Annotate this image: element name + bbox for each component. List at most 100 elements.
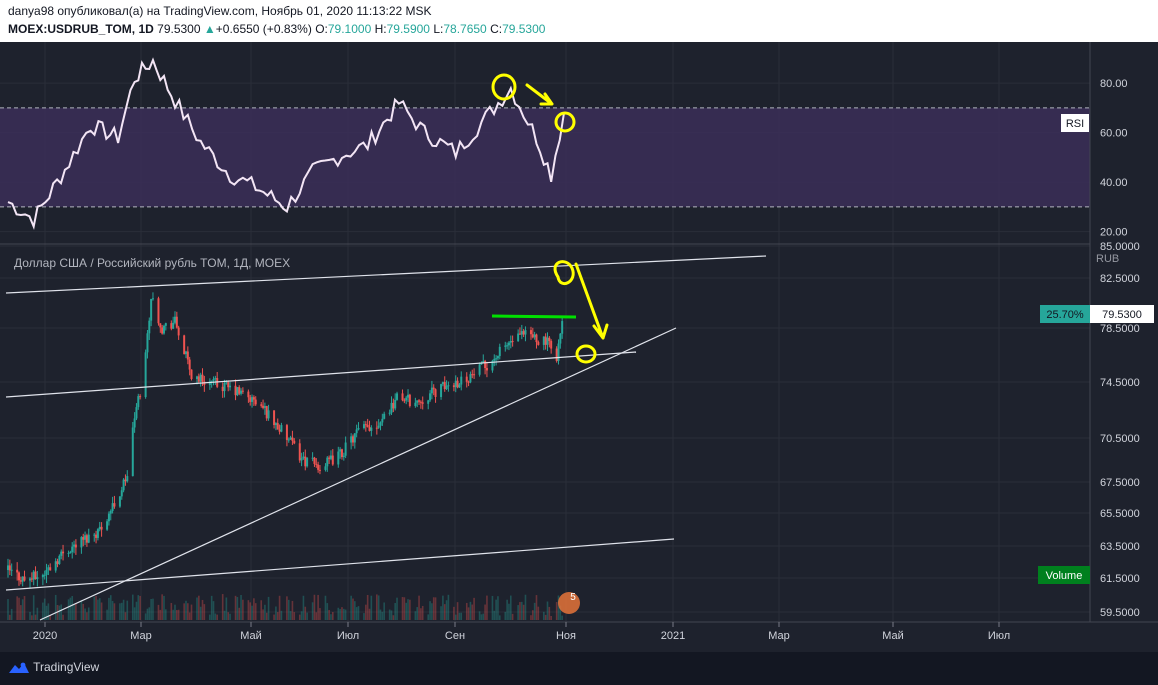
candle-body bbox=[225, 382, 228, 384]
candle-body bbox=[199, 374, 202, 382]
volume-bar bbox=[10, 608, 13, 620]
candle-body bbox=[71, 546, 74, 553]
volume-bar bbox=[190, 604, 193, 620]
volume-badge[interactable]: Volume bbox=[1038, 566, 1090, 584]
symbol-ohlc-row: MOEX:USDRUB_TOM, 1D 79.5300 ▲+0.6550 (+0… bbox=[8, 22, 545, 37]
volume-bar bbox=[18, 597, 20, 620]
candle-body bbox=[118, 496, 121, 507]
candle-body bbox=[234, 385, 237, 396]
volume-bar bbox=[497, 596, 499, 620]
candle-body bbox=[93, 534, 96, 536]
volume-bar bbox=[71, 596, 74, 620]
volume-bar bbox=[324, 595, 327, 620]
volume-bar bbox=[561, 615, 563, 620]
volume-bar bbox=[396, 597, 398, 620]
candle-body bbox=[328, 457, 331, 459]
candle-body bbox=[41, 574, 44, 578]
volume-bar bbox=[84, 608, 86, 620]
candle-body bbox=[377, 425, 380, 428]
rsi-legend-badge[interactable]: RSI bbox=[1061, 114, 1089, 132]
trend-line bbox=[5, 538, 675, 591]
volume-bar bbox=[365, 604, 367, 620]
candle-body bbox=[337, 451, 340, 465]
time-scale[interactable]: 2020 Мар Май Июл Сен Ноя 2021 Мар Май Июл bbox=[33, 622, 1010, 642]
volume-bar bbox=[339, 609, 341, 620]
candle-body bbox=[201, 374, 204, 382]
candle-body bbox=[326, 457, 329, 467]
rsi-tick-label: 60.00 bbox=[1100, 128, 1128, 140]
volume-bar bbox=[247, 600, 250, 620]
candle-body bbox=[122, 479, 125, 491]
volume-bar bbox=[519, 602, 521, 620]
volume-bar bbox=[465, 602, 468, 620]
candle-body bbox=[339, 449, 342, 452]
price-tick-label: 65.5000 bbox=[1100, 508, 1140, 520]
volume-bar bbox=[319, 608, 321, 620]
candle-body bbox=[441, 382, 444, 385]
footer-bar: TradingView bbox=[0, 652, 1158, 685]
volume-bar bbox=[67, 599, 70, 620]
candle-body bbox=[447, 385, 450, 387]
volume-bar bbox=[185, 600, 187, 620]
volume-bar bbox=[550, 615, 552, 620]
volume-bar bbox=[458, 612, 461, 620]
volume-bar bbox=[95, 595, 97, 620]
candle-body bbox=[302, 456, 305, 459]
volume-bar bbox=[161, 594, 163, 620]
candle-body bbox=[84, 535, 87, 540]
candle-body bbox=[29, 578, 32, 581]
volume-bar bbox=[388, 609, 391, 620]
x-tick-label: Июл bbox=[988, 630, 1010, 642]
volume-bar bbox=[394, 603, 396, 620]
candle-body bbox=[548, 337, 551, 341]
volume-bar bbox=[405, 602, 407, 620]
candle-body bbox=[498, 346, 501, 357]
volume-bar bbox=[555, 602, 558, 620]
candle-body bbox=[351, 436, 354, 443]
candle-body bbox=[432, 387, 435, 390]
candle-body bbox=[135, 407, 138, 419]
candle-body bbox=[298, 443, 301, 461]
volume-bar bbox=[454, 614, 457, 620]
candle-body bbox=[183, 335, 186, 355]
volume-bar bbox=[249, 602, 252, 620]
candle-body bbox=[120, 490, 123, 497]
volume-bar bbox=[214, 613, 217, 620]
close-label: C: bbox=[490, 22, 503, 36]
volume-bar bbox=[144, 613, 147, 620]
candle-body bbox=[414, 402, 417, 407]
volume-bar bbox=[543, 611, 545, 620]
candle-body bbox=[403, 400, 406, 402]
brand[interactable]: TradingView bbox=[8, 660, 99, 675]
candle-body bbox=[32, 571, 35, 580]
price-tick-label: 63.5000 bbox=[1100, 541, 1140, 553]
candle-body bbox=[139, 396, 142, 398]
candle-body bbox=[16, 569, 19, 573]
price-scale[interactable]: 85.0000 82.5000 78.5000 74.5000 70.5000 67.50… bbox=[1100, 241, 1140, 619]
volume-bar bbox=[275, 606, 277, 620]
volume-bar bbox=[447, 594, 450, 620]
volume-bar bbox=[315, 612, 318, 620]
candle-body bbox=[467, 381, 470, 383]
candle-body bbox=[159, 323, 162, 328]
candle-body bbox=[362, 424, 365, 429]
volume-bar bbox=[198, 595, 200, 620]
high-value: 79.5900 bbox=[386, 22, 430, 36]
candle-body bbox=[254, 399, 257, 405]
volume-bar bbox=[148, 607, 151, 620]
candle-body bbox=[289, 437, 292, 440]
volume-bar bbox=[357, 606, 360, 620]
candle-body bbox=[544, 336, 547, 345]
x-tick-label: Май bbox=[882, 630, 904, 642]
candle-body bbox=[172, 322, 175, 329]
volume-bar bbox=[60, 604, 63, 620]
volume-bar bbox=[326, 603, 329, 620]
candle-body bbox=[392, 402, 395, 409]
symbol-label[interactable]: MOEX:USDRUB_TOM, 1D bbox=[8, 22, 154, 36]
events-badge[interactable]: 5 bbox=[558, 592, 580, 614]
volume-bar bbox=[317, 594, 319, 620]
rsi-price-scale[interactable]: 80.00 60.00 40.00 20.00 bbox=[1100, 78, 1128, 239]
volume-bar bbox=[75, 603, 77, 620]
chart-canvas[interactable]: 80.00 60.00 40.00 20.00 85.0000 82.5000 78.50… bbox=[0, 42, 1158, 652]
volume-bar bbox=[418, 595, 420, 620]
